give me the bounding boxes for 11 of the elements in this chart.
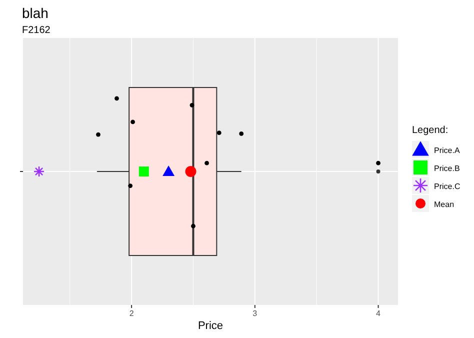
legend-label: Mean	[434, 200, 454, 209]
x-tick-label: 3	[252, 309, 258, 318]
legend-label: Price.A	[434, 146, 460, 155]
x-tick-label: 4	[376, 309, 382, 318]
chart-subtitle: F2162	[22, 25, 51, 36]
chart-title: blah	[22, 5, 48, 21]
legend-label: Price.C	[434, 182, 460, 191]
x-tick-label: 2	[129, 309, 134, 318]
legend-title: Legend:	[412, 125, 448, 136]
x-axis-title: Price	[198, 320, 224, 332]
legend-label: Price.B	[434, 164, 460, 173]
